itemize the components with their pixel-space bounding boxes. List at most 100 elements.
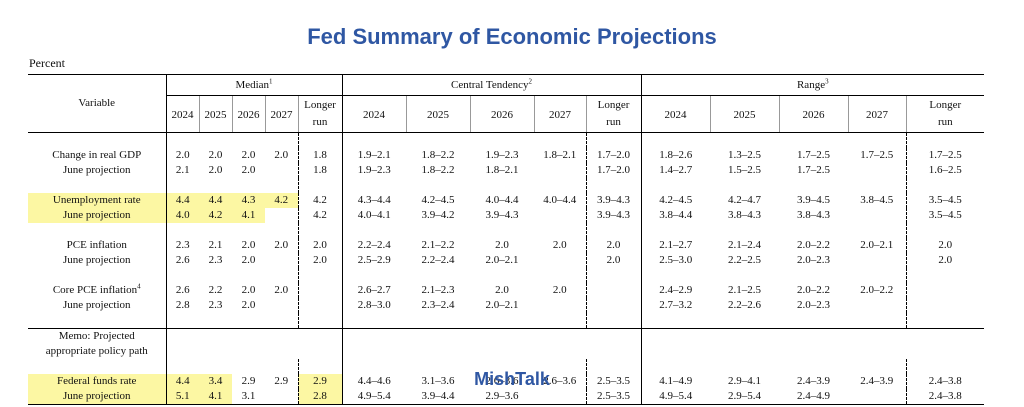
range-year-header: 2027	[847, 95, 907, 133]
range-longer-run-header-2: run	[905, 115, 985, 133]
central-cell	[585, 298, 642, 313]
central-cell: 2.8–3.0	[341, 298, 406, 313]
median-cell: 4.2	[297, 193, 342, 208]
median-cell: 2.9	[241, 375, 256, 387]
median-cell: 2.9	[274, 375, 289, 387]
median-cell: 2.0	[241, 164, 256, 176]
row-spacer	[28, 132, 985, 148]
central-cell: 4.3–4.4	[341, 193, 406, 208]
central-cell: 1.9–2.3	[485, 149, 519, 161]
variable-header: Variable	[28, 74, 166, 133]
central-cell: 2.5–3.5	[585, 389, 642, 405]
median-cell: 4.0	[165, 208, 199, 223]
central-cell: 2.0–2.1	[485, 254, 519, 266]
range-cell	[848, 253, 906, 268]
central-year-header: 2025	[405, 95, 470, 133]
median-cell: 2.1	[208, 239, 223, 251]
range-cell: 3.5–4.5	[905, 208, 985, 223]
row-label: June projection	[28, 208, 166, 223]
range-cell: 2.0–2.1	[860, 239, 894, 251]
median-cell: 2.1	[165, 163, 199, 178]
range-year-header: 2026	[778, 95, 849, 133]
median-cell	[265, 298, 298, 313]
row-label: Change in real GDP	[52, 149, 142, 161]
range-longer-run-header: Longer	[905, 95, 985, 115]
range-cell: 2.4–3.9	[860, 375, 894, 387]
memo-row: Memo: Projected	[28, 328, 985, 344]
range-cell	[905, 283, 985, 298]
central-cell: 2.0	[552, 239, 567, 251]
median-cell	[265, 253, 298, 268]
range-cell: 2.2–2.6	[728, 299, 762, 311]
median-cell: 2.0	[241, 239, 256, 251]
row-label: June projection	[62, 164, 131, 176]
range-cell	[848, 163, 906, 178]
central-cell: 1.9–2.3	[341, 163, 406, 178]
central-tendency-header: Central Tendency2	[341, 74, 642, 96]
table-row: June projection 2.8 2.3 2.0 2.8–3.0 2.3–2.4 2.…	[28, 298, 985, 313]
range-cell: 2.4–3.8	[905, 374, 985, 389]
row-label: PCE inflation	[66, 239, 127, 251]
central-cell: 2.0–2.1	[485, 299, 519, 311]
median-cell: 4.4	[199, 193, 232, 208]
range-header: Range3	[640, 74, 985, 96]
central-cell: 2.1–2.2	[421, 239, 455, 251]
central-cell: 4.9–5.4	[341, 389, 406, 405]
central-cell: 4.2–4.5	[421, 194, 455, 206]
table-row: PCE inflation 2.3 2.1 2.0 2.0 2.0 2.2–2.4 2.1–2…	[28, 238, 985, 253]
median-cell: 1.8	[297, 148, 342, 163]
central-cell: 1.7–2.0	[585, 163, 642, 178]
central-cell: 3.9–4.3	[585, 208, 642, 223]
median-cell: 1.8	[297, 163, 342, 178]
central-cell: 4.0–4.4	[485, 194, 519, 206]
central-cell: 2.5–2.9	[341, 253, 406, 268]
range-cell: 2.9–5.4	[710, 389, 780, 405]
range-cell: 3.5–4.5	[905, 193, 985, 208]
median-cell: 2.0	[241, 254, 256, 266]
unit-label: Percent	[29, 56, 65, 70]
central-cell: 3.9–4.4	[406, 389, 470, 405]
central-cell: 2.6–2.7	[341, 283, 406, 298]
central-cell: 2.6–3.6	[543, 375, 577, 387]
central-cell: 1.8–2.2	[421, 164, 455, 176]
central-year-header: 2027	[533, 95, 586, 133]
median-year-header: 2024	[165, 95, 199, 133]
table-row: Change in real GDP 2.0 2.0 2.0 2.0 1.8 1.9–2.1…	[28, 148, 985, 163]
median-cell: 2.0	[208, 149, 223, 161]
central-cell: 2.0	[495, 239, 509, 251]
central-cell: 2.5–3.5	[585, 374, 642, 389]
page-title: Fed Summary of Economic Projections	[307, 24, 717, 49]
central-cell	[534, 208, 586, 223]
median-cell: 4.2	[199, 208, 232, 223]
table-row: June projection 5.1 4.1 3.1 2.8 4.9–5.4 3.9–4.…	[28, 389, 985, 405]
median-cell: 4.1	[199, 389, 232, 405]
header-row-groups: Variable Median1 Central Tendency2 Range…	[28, 74, 985, 133]
row-label: Core PCE inflation4	[52, 282, 141, 296]
row-label: June projection	[28, 389, 166, 405]
memo-label: Memo: Projected	[28, 328, 166, 344]
range-cell: 2.1–2.5	[728, 284, 762, 296]
row-label: June projection	[62, 254, 131, 266]
header-row-years: 2024 2025 2026 2027 Longer 2024 2025 2026 2027 Lo…	[28, 95, 985, 133]
central-cell: 2.0	[585, 253, 642, 268]
range-cell: 2.0–2.2	[797, 239, 831, 251]
median-cell: 2.0	[297, 238, 342, 253]
row-spacer	[28, 178, 985, 193]
central-cell: 3.9–4.3	[485, 209, 519, 221]
range-cell: 2.4–3.8	[905, 389, 985, 405]
projections-table: Variable Median1 Central Tendency2 Range…	[28, 74, 985, 405]
median-cell: 2.0	[241, 284, 256, 296]
central-cell: 2.6–3.6	[485, 375, 519, 387]
range-cell: 2.4–2.9	[640, 283, 711, 298]
central-cell: 4.0–4.1	[341, 208, 406, 223]
range-cell: 3.9–4.5	[797, 194, 831, 206]
median-cell: 2.6	[165, 283, 199, 298]
range-cell: 4.9–5.4	[640, 389, 711, 405]
table-row: Federal funds rate 4.4 3.4 2.9 2.9 2.9 4.4–4.6…	[28, 374, 985, 389]
range-cell: 1.7–2.5	[860, 149, 894, 161]
central-cell: 4.0–4.4	[543, 194, 577, 206]
range-cell: 3.8–4.5	[860, 194, 894, 206]
central-cell: 1.9–2.1	[341, 148, 406, 163]
central-cell: 2.2–2.4	[341, 238, 406, 253]
median-cell	[265, 389, 298, 405]
